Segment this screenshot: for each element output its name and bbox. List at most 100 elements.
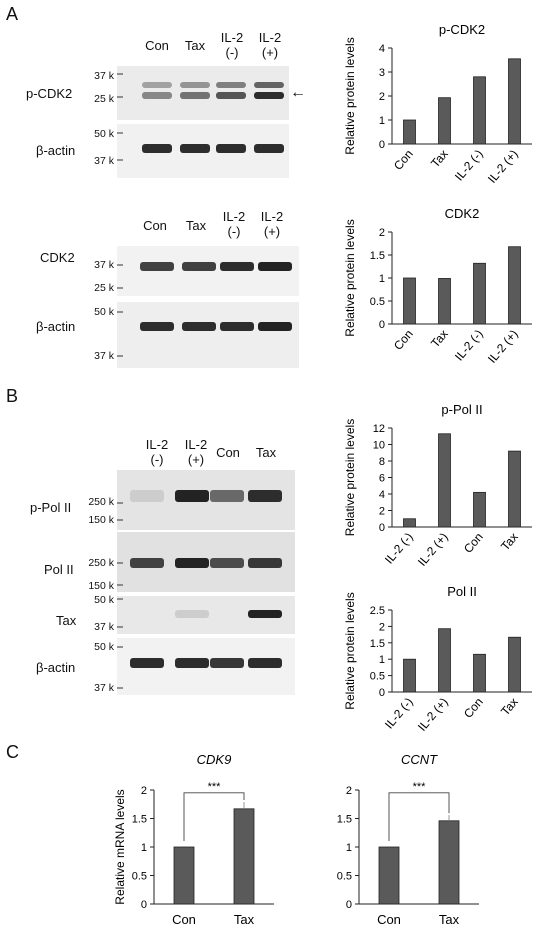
y-tick-label: 1.5 xyxy=(370,638,385,650)
blot-band xyxy=(248,490,282,502)
bar xyxy=(403,277,416,325)
blot-band xyxy=(248,558,282,568)
blot-band xyxy=(180,144,210,153)
chart-title: CDK2 xyxy=(445,206,480,221)
y-tick-label: 8 xyxy=(379,456,385,468)
protein-label: Pol II xyxy=(44,562,74,577)
arrow-icon: ← xyxy=(290,84,306,101)
y-tick-label: 10 xyxy=(373,440,385,452)
blot-band xyxy=(175,490,209,502)
bar xyxy=(438,97,451,145)
lane-label: Tax xyxy=(184,38,206,53)
blot-band xyxy=(142,92,172,99)
bar xyxy=(438,820,460,905)
significance-label: *** xyxy=(208,781,222,793)
blot-band xyxy=(182,322,216,331)
x-tick-label: IL-2 (+) xyxy=(485,327,521,366)
chart-p-pol-ii: p-Pol II Relative protein levels 0 2 4 6 8 10 12… xyxy=(343,402,532,569)
blot-band xyxy=(175,558,209,568)
blot-band xyxy=(254,92,284,99)
blot-band xyxy=(140,322,174,331)
chart-title: CCNT xyxy=(401,752,438,767)
bar xyxy=(438,278,451,325)
bar xyxy=(508,246,521,325)
y-tick-label: 1.5 xyxy=(132,814,147,826)
panel-letter-b: B xyxy=(6,386,19,406)
chart-title: p-CDK2 xyxy=(439,22,485,37)
x-tick-label: IL-2 (-) xyxy=(382,530,416,567)
y-axis-label: Relative protein levels xyxy=(343,219,357,336)
x-tick-label: Con xyxy=(461,530,486,556)
bar xyxy=(233,808,255,905)
mw-marker: 50 k xyxy=(94,128,114,140)
bar xyxy=(508,58,521,145)
panel-letter-c: C xyxy=(6,742,19,762)
blot-band xyxy=(130,490,164,502)
y-tick-label: 2 xyxy=(379,506,385,518)
blot-band xyxy=(182,262,216,271)
y-tick-label: 0 xyxy=(379,139,385,151)
blot-band xyxy=(210,490,244,502)
x-tick-label: IL-2 (-) xyxy=(382,695,416,732)
x-tick-label: IL-2 (-) xyxy=(452,327,486,364)
actin-label: β-actin xyxy=(36,319,76,334)
lane-label: Con xyxy=(143,218,167,233)
blot-band xyxy=(210,558,244,568)
mw-marker: 37 k xyxy=(94,155,114,167)
y-tick-label: 2 xyxy=(379,621,385,633)
x-tick-label: Con xyxy=(377,912,401,927)
y-tick-label: 1.5 xyxy=(370,250,385,262)
significance-bracket xyxy=(183,792,245,841)
y-axis-label: Relative protein levels xyxy=(343,592,357,709)
y-tick-label: 1 xyxy=(141,842,147,854)
blot-band xyxy=(254,82,284,88)
x-tick-label: Tax xyxy=(234,912,255,927)
bar xyxy=(403,518,416,528)
bar xyxy=(473,76,486,145)
blot-pcdk2 xyxy=(117,66,289,178)
x-tick-label: Con xyxy=(461,695,486,721)
mw-marker: 250 k xyxy=(88,557,114,569)
blot-band xyxy=(210,658,244,668)
y-tick-label: 6 xyxy=(379,473,385,485)
y-tick-label: 1 xyxy=(346,842,352,854)
mw-marker: 37 k xyxy=(94,70,114,82)
chart-title: CDK9 xyxy=(197,752,232,767)
bar xyxy=(173,846,195,905)
bar xyxy=(438,628,451,693)
x-tick-label: Tax xyxy=(498,695,521,718)
y-tick-label: 4 xyxy=(379,43,385,55)
chart-pol-ii: Pol II Relative protein levels 0 0.5 1 1.5 2 2.… xyxy=(343,584,532,734)
actin-label: β-actin xyxy=(36,143,76,158)
panel-letter-a: A xyxy=(6,4,19,24)
blot-band xyxy=(248,610,282,618)
y-tick-label: 12 xyxy=(373,423,385,435)
blot-band xyxy=(258,322,292,331)
x-tick-label: IL-2 (+) xyxy=(415,695,451,734)
y-tick-label: 0.5 xyxy=(337,871,352,883)
y-tick-label: 4 xyxy=(379,489,385,501)
mw-marker: 37 k xyxy=(94,350,114,362)
blot-band xyxy=(142,82,172,88)
x-tick-label: Tax xyxy=(428,147,451,170)
blot-band xyxy=(130,558,164,568)
mw-marker: 50 k xyxy=(94,306,114,318)
lane-label: IL-2 (-) xyxy=(222,209,246,239)
lane-label: IL-2 (+) xyxy=(184,437,208,467)
lane-label: Con xyxy=(145,38,169,53)
lane-label: Tax xyxy=(185,218,207,233)
blot-band xyxy=(220,322,254,331)
mw-marker: 50 k xyxy=(94,641,114,653)
x-tick-label: IL-2 (+) xyxy=(415,530,451,569)
blot-polii xyxy=(117,470,295,695)
x-tick-label: Tax xyxy=(439,912,460,927)
chart-cdk2: CDK2 Relative protein levels 0 0.5 1 1.5 2 Con T… xyxy=(343,206,532,366)
mw-marker: 250 k xyxy=(88,496,114,508)
y-tick-label: 2 xyxy=(346,785,352,797)
lane-label: IL-2 (-) xyxy=(220,30,244,60)
y-tick-label: 0.5 xyxy=(132,871,147,883)
x-tick-label: Tax xyxy=(428,327,451,350)
lane-label: IL-2 (+) xyxy=(258,30,282,60)
blot-band xyxy=(140,262,174,271)
blot-band xyxy=(142,144,172,153)
